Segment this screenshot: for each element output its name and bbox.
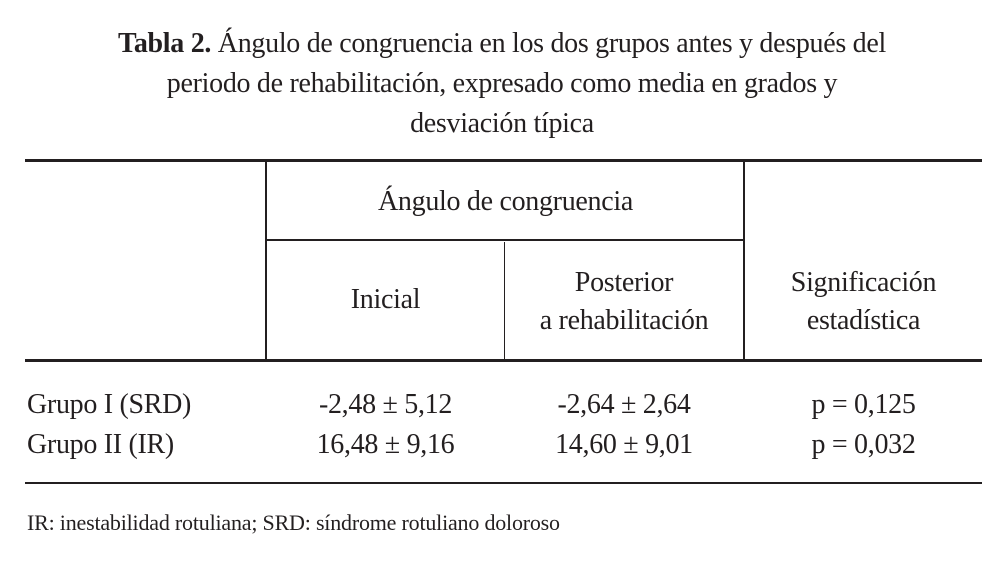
vline-2 xyxy=(504,242,505,359)
row-p: p = 0,032 xyxy=(811,429,916,460)
caption-label: Tabla 2. xyxy=(118,28,212,59)
col-significacion: Significación estadística xyxy=(745,264,982,340)
top-rule xyxy=(25,159,982,162)
row-label: Grupo II (IR) xyxy=(27,429,174,460)
caption-line-1: Ángulo de congruencia en los dos grupos … xyxy=(211,28,886,59)
row-label: Grupo I (SRD) xyxy=(27,389,192,420)
row-inicial: -2,48 ± 5,12 xyxy=(318,389,453,420)
bottom-rule xyxy=(25,482,982,484)
row-p: p = 0,125 xyxy=(811,389,916,420)
row-inicial: 16,48 ± 9,16 xyxy=(316,429,455,460)
group-underline xyxy=(266,239,745,241)
vline-3 xyxy=(743,161,745,360)
footnote: IR: inestabilidad rotuliana; SRD: síndro… xyxy=(27,510,560,535)
caption-line-2: periodo de rehabilitación, expresado com… xyxy=(166,68,838,99)
table-caption: Tabla 2. Ángulo de congruencia en los do… xyxy=(0,24,1004,144)
row-posterior: -2,64 ± 2,64 xyxy=(557,389,691,420)
col-posterior: Posterior a rehabilitación xyxy=(505,264,743,340)
caption-line-3: desviación típica xyxy=(410,108,594,139)
group-header: Ángulo de congruencia xyxy=(378,186,633,217)
header-rule xyxy=(25,359,982,362)
col-significacion-line-1: Significación xyxy=(790,267,937,298)
col-posterior-line-1: Posterior xyxy=(574,267,674,298)
col-posterior-line-2: a rehabilitación xyxy=(539,305,709,336)
col-significacion-line-2: estadística xyxy=(806,305,921,336)
row-posterior: 14,60 ± 9,01 xyxy=(555,429,693,460)
col-inicial: Inicial xyxy=(350,284,421,315)
vline-1 xyxy=(265,161,267,360)
